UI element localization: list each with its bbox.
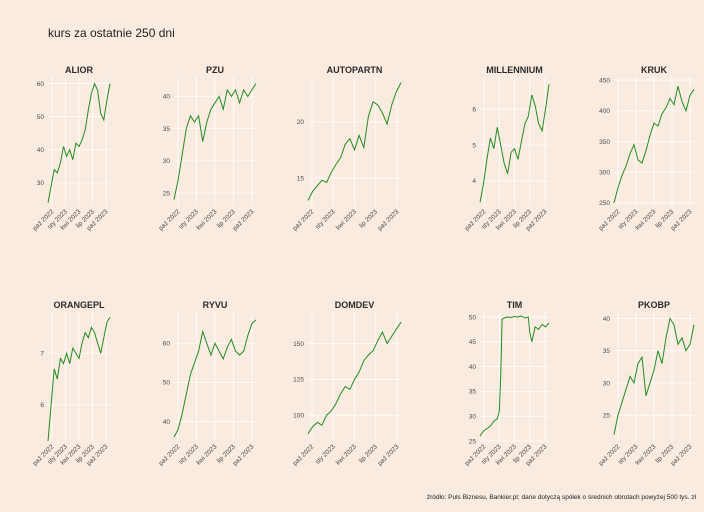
panel-title: KRUK [641,65,667,75]
y-tick-label: 50 [469,314,477,321]
price-line [479,315,550,437]
x-tick-label: paź 2022 [292,443,316,467]
price-line [613,317,695,435]
x-tick-label: paź 2023 [377,208,401,232]
y-tick-label: 60 [37,81,45,88]
x-tick-label: kwi 2023 [195,443,218,466]
y-tick-label: 40 [37,147,45,154]
x-tick-label: paź 2022 [598,208,622,232]
x-tick-label: kwi 2023 [335,443,358,466]
y-tick-label: 50 [163,380,171,387]
y-tick-label: 300 [599,170,610,177]
price-line [47,316,111,442]
x-tick-label: kwi 2023 [195,208,218,231]
y-tick-label: 40 [163,94,171,101]
price-line [613,86,695,204]
y-tick-label: 35 [469,389,477,396]
y-tick-label: 400 [599,108,610,115]
panel-title: RYVU [203,300,228,310]
x-tick-label: sty 2023 [314,443,337,466]
price-line [173,83,257,200]
y-tick-label: 150 [293,341,304,348]
page-title: kurs za ostatnie 250 dni [48,26,175,40]
panel-title: ORANGEPL [53,300,105,310]
x-tick-label: kwi 2023 [634,208,657,231]
panel-title: MILLENNIUM [486,65,543,75]
y-tick-label: 40 [603,316,611,323]
y-tick-label: 125 [293,377,304,384]
y-tick-label: 25 [603,413,611,420]
panel-title: DOMDEV [335,300,375,310]
panel-title: PKOBP [638,300,670,310]
y-tick-label: 50 [37,114,45,121]
x-tick-label: kwi 2023 [335,208,358,231]
y-tick-label: 40 [469,364,477,371]
y-tick-label: 25 [469,438,477,445]
y-tick-label: 6 [40,402,44,409]
y-tick-label: 100 [293,413,304,420]
panel-title: TIM [507,300,523,310]
y-tick-label: 6 [472,107,476,114]
y-tick-label: 60 [163,341,171,348]
y-tick-label: 30 [603,380,611,387]
price-line [173,319,257,438]
source-note: źródło: Puls Biznesu, Bankier.pl; dane d… [426,494,696,501]
y-tick-label: 35 [163,126,171,133]
y-tick-label: 450 [599,77,610,84]
y-tick-label: 20 [297,119,305,126]
x-tick-label: paź 2023 [377,443,401,467]
y-tick-label: 4 [472,178,476,185]
y-tick-label: 40 [163,419,171,426]
y-tick-label: 5 [472,142,476,149]
panel-title: ALIOR [65,65,93,75]
x-tick-label: paź 2022 [158,443,182,467]
panel-title: AUTOPARTN [327,65,383,75]
y-tick-label: 7 [40,351,44,358]
y-tick-label: 30 [37,180,45,187]
panel-title: PZU [206,65,224,75]
price-line [307,321,402,435]
price-line [479,84,550,203]
y-tick-label: 30 [469,413,477,420]
y-tick-label: 30 [163,158,171,165]
x-tick-label: sty 2023 [314,208,337,231]
y-tick-label: 45 [469,339,477,346]
x-tick-label: paź 2022 [598,443,622,467]
y-tick-label: 250 [599,200,610,207]
y-tick-label: 25 [163,190,171,197]
x-tick-label: paź 2022 [158,208,182,232]
price-line [47,82,111,203]
x-tick-label: paź 2022 [292,208,316,232]
y-tick-label: 15 [297,175,305,182]
x-tick-label: kwi 2023 [634,443,657,466]
y-tick-label: 35 [603,348,611,355]
price-line [307,82,402,201]
y-tick-label: 350 [599,139,610,146]
